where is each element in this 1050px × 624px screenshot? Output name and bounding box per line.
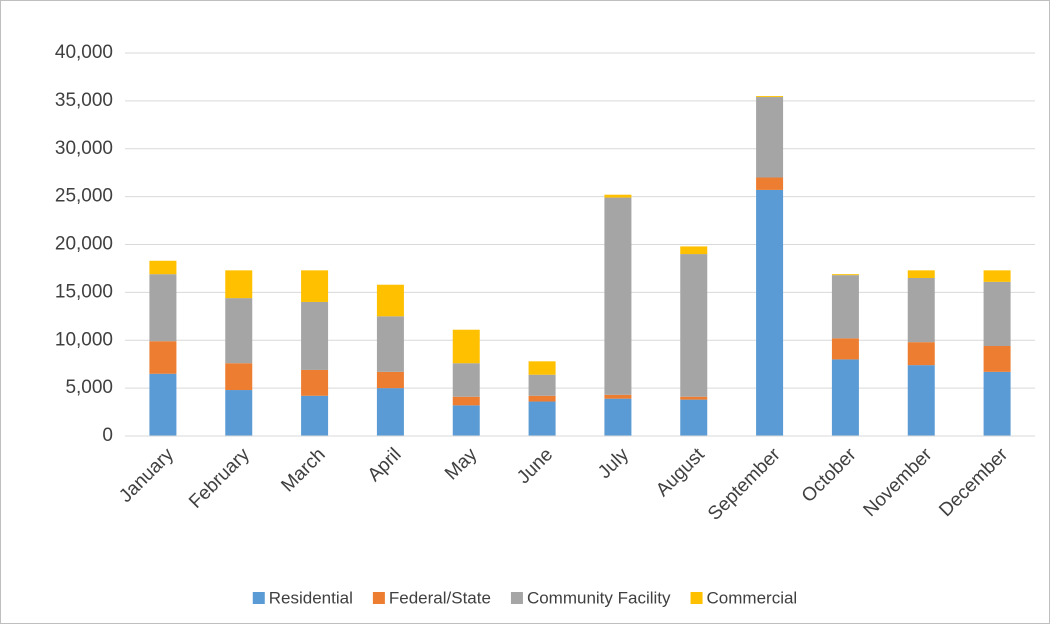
bar-segment (301, 301, 329, 370)
bar-segment (225, 363, 253, 391)
bar-segment (149, 341, 177, 374)
bar-segment (831, 274, 859, 276)
bar-segment (907, 278, 935, 343)
legend-swatch (510, 592, 523, 604)
bar-segment (756, 96, 784, 98)
bar-segment (680, 396, 708, 400)
y-tick-label: 25,000 (55, 186, 113, 207)
bar-segment (528, 374, 556, 396)
legend-label: Community Facility (527, 588, 671, 607)
bar-segment (604, 194, 632, 198)
bar-segment (983, 270, 1011, 282)
y-tick-label: 5,000 (65, 377, 113, 398)
y-tick-label: 35,000 (55, 90, 113, 111)
bar-segment (756, 177, 784, 190)
bar-segment (756, 97, 784, 178)
bar-segment (680, 246, 708, 255)
y-tick-label: 10,000 (55, 329, 113, 350)
bar-segment (376, 371, 404, 389)
bar-segment (680, 254, 708, 397)
bar-segment (983, 281, 1011, 346)
bar-segment (756, 189, 784, 436)
y-tick-label: 30,000 (55, 138, 113, 159)
legend-swatch (252, 592, 265, 604)
bar-segment (907, 270, 935, 279)
bar-segment (452, 329, 480, 364)
bar-segment (149, 373, 177, 436)
bar-segment (149, 260, 177, 275)
y-tick-label: 15,000 (55, 281, 113, 302)
bar-segment (907, 365, 935, 436)
y-tick-label: 20,000 (55, 234, 113, 255)
bar-segment (528, 395, 556, 402)
bar-segment (376, 284, 404, 317)
bar-segment (680, 399, 708, 436)
bar-segment (376, 316, 404, 372)
legend: Residential Federal/State Community Facili… (252, 588, 798, 607)
bar-segment (983, 345, 1011, 372)
legend-swatch (690, 592, 703, 604)
bar-segment (604, 197, 632, 395)
bar-segment (452, 396, 480, 406)
bar-segment (528, 401, 556, 436)
bar-segment (452, 363, 480, 397)
bar-segment (225, 390, 253, 436)
bar-segment (301, 395, 329, 436)
bar-segment (604, 394, 632, 399)
bar-segment (225, 298, 253, 364)
legend-swatch (372, 592, 385, 604)
y-tick-label: 40,000 (55, 42, 113, 63)
legend-label: Residential (269, 588, 353, 607)
bar-segment (604, 398, 632, 436)
bar-segment (301, 369, 329, 396)
bar-segment (907, 342, 935, 366)
bar-segment (528, 361, 556, 375)
bar-segment (983, 371, 1011, 436)
bar-segment (452, 405, 480, 436)
bar-segment (831, 275, 859, 339)
bar-segment (301, 270, 329, 302)
bar-segment (149, 274, 177, 342)
bar-segment (376, 388, 404, 436)
legend-label: Federal/State (389, 588, 491, 607)
bar-segment (225, 270, 253, 299)
legend-label: Commercial (707, 588, 798, 607)
y-tick-label: 0 (102, 425, 113, 446)
bar-segment (831, 338, 859, 360)
bar-segment (831, 359, 859, 436)
